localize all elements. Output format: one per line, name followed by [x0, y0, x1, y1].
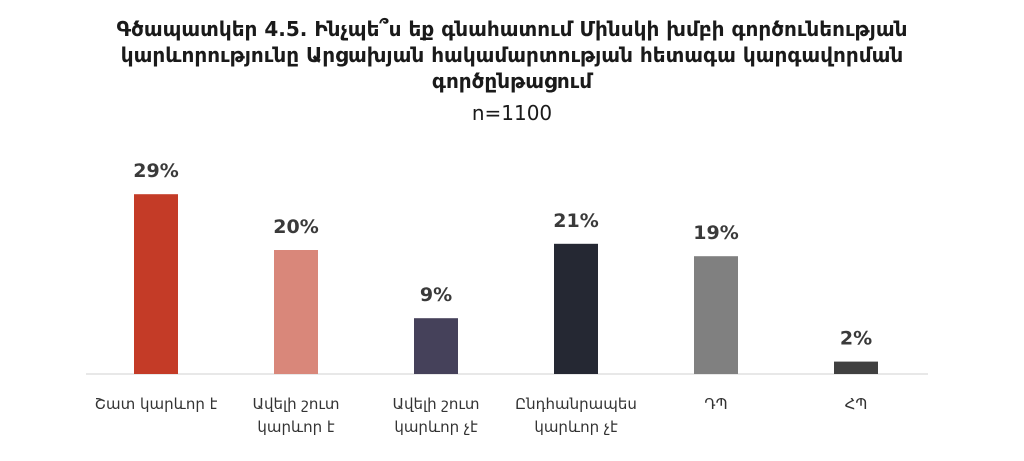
bar-4: [554, 243, 598, 374]
category-label-3-line-2: կարևոր չէ: [394, 418, 478, 436]
chart-title-line-1: Գծապատկեր 4.5. Ինչպե՞ս եք գնահատում Մինս…: [116, 17, 908, 41]
category-label-2-line-2: կարևոր է: [257, 418, 335, 436]
bar-5: [694, 256, 738, 374]
bar-value-label-4: 21%: [553, 210, 598, 232]
chart-title-line-2: կարևորությունը Արցախյան հակամարտության հ…: [120, 43, 904, 67]
bar-6: [834, 361, 878, 374]
bar-2: [274, 250, 318, 374]
chart-title-line-3: գործընթացում: [431, 69, 593, 93]
category-label-4-line-1: Ընդհանրապես: [515, 395, 637, 413]
category-label-2-line-1: Ավելի շուտ: [253, 395, 340, 413]
category-label-3-line-1: Ավելի շուտ: [393, 395, 480, 413]
chart-title: Գծապատկեր 4.5. Ինչպե՞ս եք գնահատում Մինս…: [0, 16, 1024, 94]
bar-value-label-1: 29%: [133, 160, 178, 182]
bar-value-label-3: 9%: [420, 284, 452, 306]
category-label-4-line-2: կարևոր չէ: [534, 418, 618, 436]
chart-subtitle: n=1100: [471, 101, 553, 125]
bar-value-label-2: 20%: [273, 216, 318, 238]
category-label-1: Շատ կարևոր է: [95, 395, 218, 413]
bar-value-label-5: 19%: [693, 222, 738, 244]
bar-1: [134, 194, 178, 374]
bar-3: [414, 318, 458, 374]
category-label-5: ԴՊ: [704, 395, 727, 413]
category-label-6: ՀՊ: [845, 395, 868, 413]
bar-value-label-6: 2%: [840, 328, 872, 350]
